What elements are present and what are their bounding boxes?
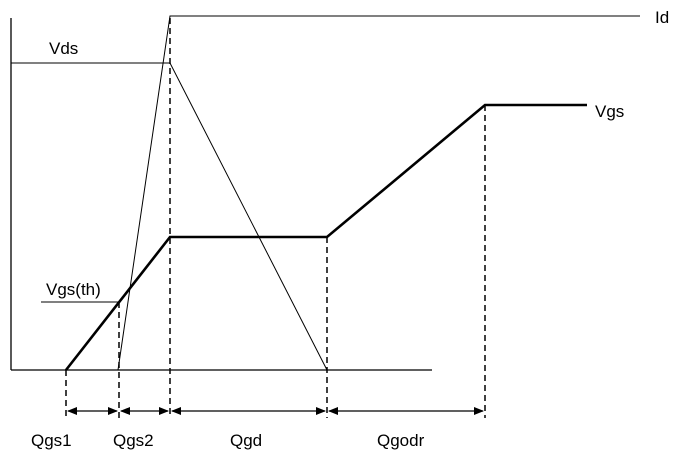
qgs2-label: Qgs2 [113,431,154,450]
id-curve [117,15,640,371]
id-label: Id [655,8,669,27]
vgs-th-label: Vgs(th) [46,280,101,299]
qgs1-label: Qgs1 [31,431,72,450]
qgd-label: Qgd [230,431,262,450]
dashed-guides [65,18,486,418]
qgodr-label: Qgodr [377,431,425,450]
vds-label: Vds [49,39,78,58]
vds-curve [11,62,328,371]
vgs-label: Vgs [595,102,624,121]
